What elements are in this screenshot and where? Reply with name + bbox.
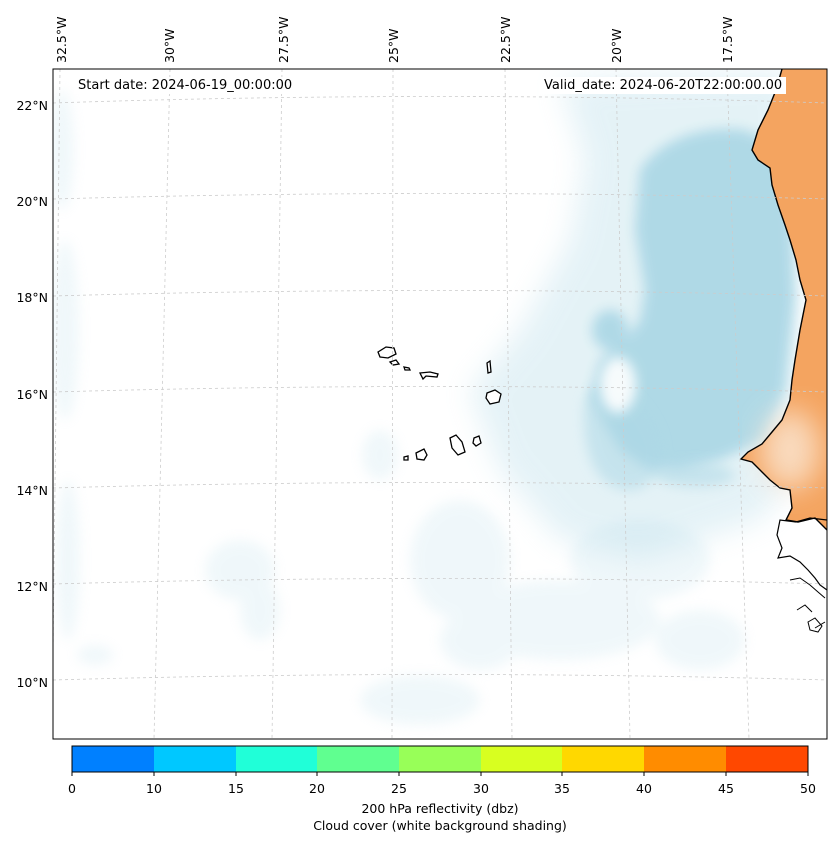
map-frame [52, 68, 828, 740]
lat-label-16n: 16°N [16, 387, 48, 402]
lat-label-20n: 20°N [16, 194, 48, 209]
cloud-cover-faint [53, 90, 745, 725]
colorbar-tick-25: 25 [391, 781, 407, 796]
colorbar-segment-7 [644, 746, 726, 772]
start-date-label: Start date: 2024-06-19_00:00:00 [74, 77, 297, 94]
coastline-south [776, 517, 827, 591]
cloud-cover-medium [584, 388, 735, 490]
lat-label-12n: 12°N [16, 579, 48, 594]
colorbar-segment-3 [317, 746, 399, 772]
cabo-verde-islands [377, 346, 502, 461]
colorbar-segment-0 [72, 746, 154, 772]
colorbar-tick-10: 10 [146, 781, 162, 796]
colorbar-segment-2 [236, 746, 317, 772]
colorbar-label: 200 hPa reflectivity (dbz) [361, 801, 519, 816]
africa-coastline [739, 69, 827, 531]
colorbar [71, 745, 809, 776]
colorbar-segment-4 [399, 746, 481, 772]
colorbar-tick-40: 40 [636, 781, 652, 796]
colorbar-tick-50: 50 [800, 781, 816, 796]
colorbar-tick-20: 20 [309, 781, 325, 796]
colorbar-segment-5 [481, 746, 562, 772]
lat-label-18n: 18°N [16, 290, 48, 305]
colorbar-tick-45: 45 [718, 781, 734, 796]
colorbar-tick-0: 0 [68, 781, 76, 796]
colorbar-segment-1 [154, 746, 236, 772]
valid-date-label: Valid_date: 2024-06-20T22:00:00.00 [540, 77, 787, 94]
colorbar-tick-35: 35 [554, 781, 570, 796]
africa-land [741, 69, 827, 530]
colorbar-segment-8 [726, 746, 808, 772]
lat-label-14n: 14°N [16, 483, 48, 498]
colorbar-tick-30: 30 [473, 781, 489, 796]
colorbar-tick-15: 15 [228, 781, 244, 796]
cloud-cover-dense [590, 129, 795, 470]
colorbar-sublabel: Cloud cover (white background shading) [313, 818, 567, 833]
lat-label-10n: 10°N [16, 675, 48, 690]
lat-label-22n: 22°N [16, 98, 48, 113]
colorbar-segment-6 [562, 746, 644, 772]
